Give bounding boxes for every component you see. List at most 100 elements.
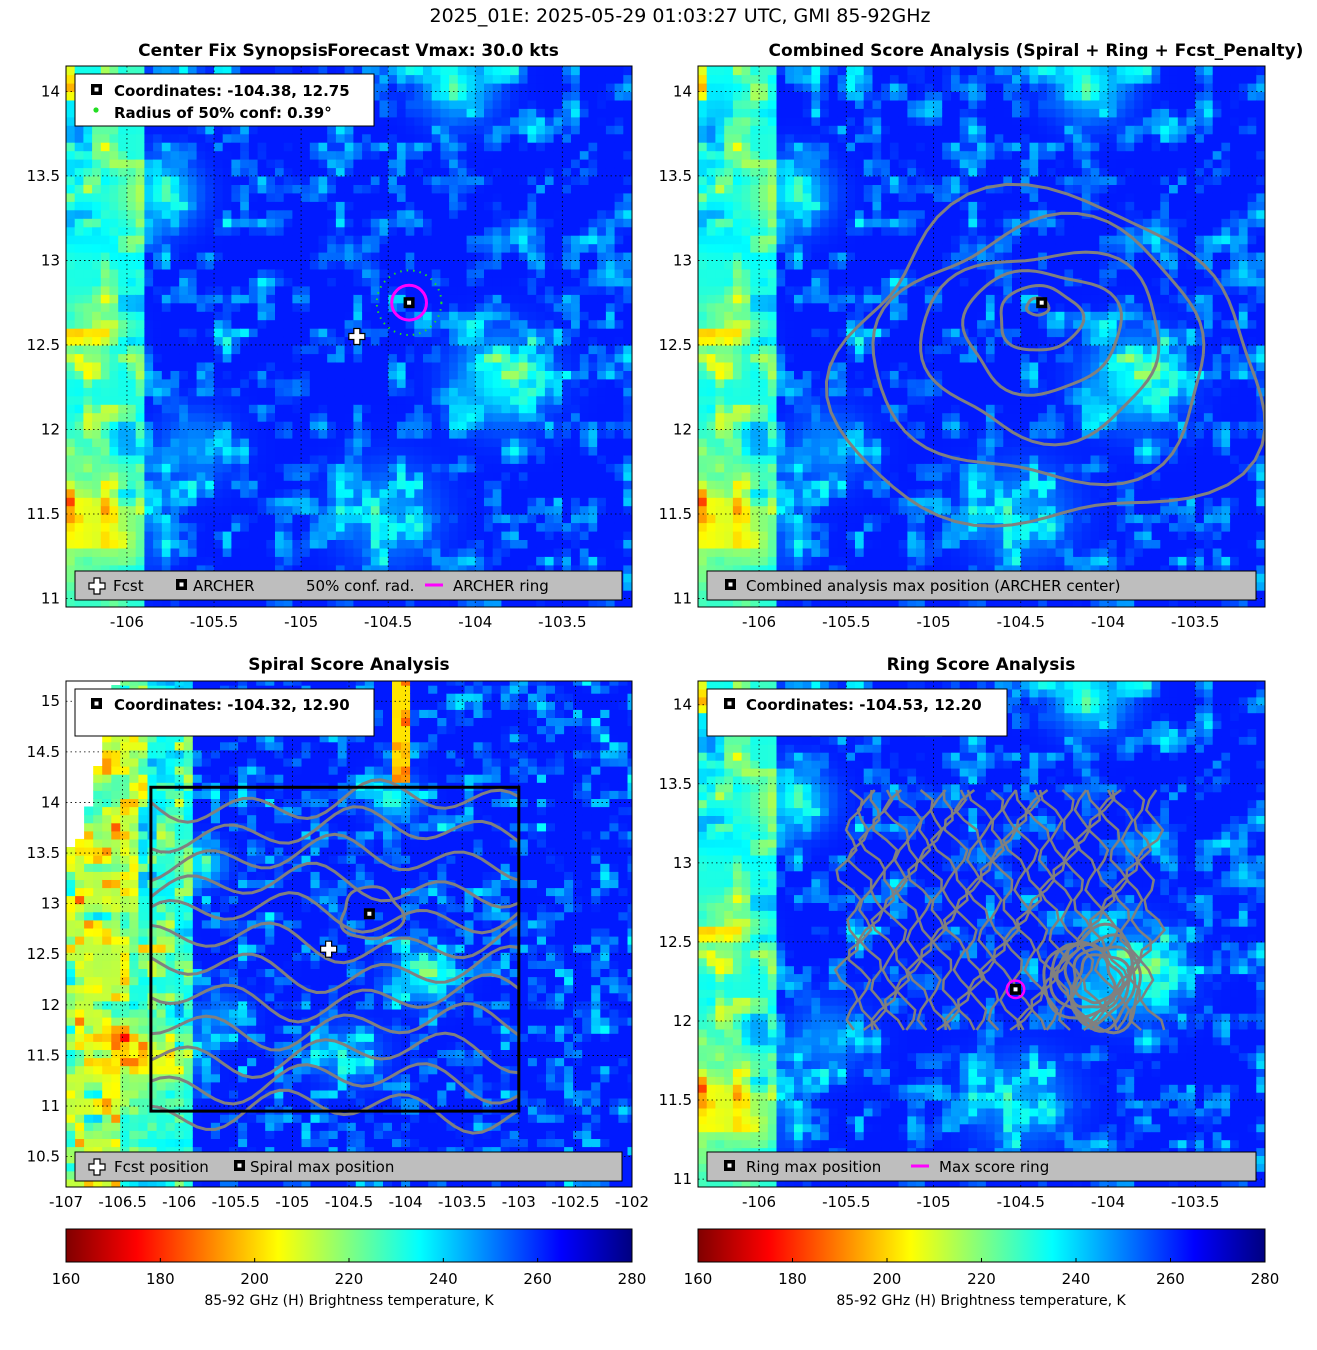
heatmap-cell [484, 353, 494, 363]
heatmap-cell [457, 133, 468, 143]
heatmap-cell [205, 142, 215, 152]
heatmap-cell [431, 539, 441, 549]
heatmap-cell [449, 480, 459, 490]
heatmap-cell [205, 319, 215, 329]
heatmap-cell [492, 556, 502, 566]
heatmap-cell [109, 437, 119, 447]
heatmap-cell [605, 260, 616, 270]
heatmap-cell [231, 437, 241, 447]
heatmap-cell [544, 547, 555, 557]
heatmap-cell [344, 378, 354, 388]
heatmap-cell [706, 378, 716, 388]
heatmap-cell [492, 159, 502, 169]
heatmap-cell [222, 471, 232, 481]
heatmap-cell [292, 497, 302, 507]
heatmap-cell [741, 192, 751, 202]
heatmap-cell [135, 243, 145, 253]
heatmap-cell [527, 167, 537, 177]
heatmap-cell [309, 277, 320, 287]
heatmap-cell [344, 598, 354, 607]
heatmap-cell [449, 99, 459, 109]
heatmap-cell [706, 167, 716, 177]
heatmap-cell [605, 547, 616, 557]
heatmap-cell [179, 361, 189, 371]
heatmap-cell [240, 598, 250, 607]
heatmap-cell [83, 598, 93, 607]
heatmap-cell [423, 421, 433, 431]
heatmap-cell [144, 361, 154, 371]
heatmap-cell [614, 505, 624, 515]
heatmap-cell [248, 404, 259, 414]
heatmap-cell [466, 201, 476, 211]
heatmap-cell [344, 361, 354, 371]
heatmap-cell [405, 530, 415, 540]
heatmap-cell [750, 74, 760, 84]
heatmap-cell [527, 471, 537, 481]
heatmap-cell [292, 530, 302, 540]
heatmap-cell [632, 277, 641, 286]
heatmap-cell [536, 395, 546, 405]
heatmap-cell [83, 302, 93, 312]
heatmap-cell [379, 82, 389, 92]
heatmap-cell [222, 66, 232, 76]
heatmap-cell [292, 437, 302, 447]
heatmap-cell [196, 353, 206, 363]
heatmap-cell [327, 66, 337, 76]
heatmap-cell [292, 243, 302, 253]
heatmap-cell [257, 488, 267, 498]
heatmap-cell [240, 497, 250, 507]
heatmap-cell [484, 564, 494, 574]
heatmap-cell [144, 598, 154, 607]
heatmap-cell [579, 437, 590, 447]
heatmap-cell [605, 328, 616, 338]
heatmap-cell [449, 514, 459, 524]
heatmap-cell [706, 66, 716, 76]
heatmap-cell [776, 404, 786, 414]
heatmap-cell [623, 116, 632, 126]
heatmap-cell [732, 108, 743, 118]
heatmap-cell [335, 175, 346, 185]
heatmap-cell [318, 252, 328, 262]
heatmap-cell [335, 268, 346, 278]
heatmap-cell [715, 260, 725, 270]
heatmap-cell [335, 277, 346, 287]
heatmap-cell [135, 361, 145, 371]
heatmap-cell [588, 463, 598, 473]
heatmap-cell [767, 547, 778, 557]
heatmap-cell [553, 598, 563, 607]
heatmap-cell [475, 159, 485, 169]
heatmap-cell [327, 226, 337, 236]
heatmap-cell [466, 556, 476, 566]
heatmap-cell [501, 497, 511, 507]
heatmap-cell [724, 446, 734, 456]
heatmap-cell [579, 328, 590, 338]
heatmap-cell [750, 328, 760, 338]
heatmap-cell [544, 421, 555, 431]
heatmap-cell [518, 336, 529, 346]
heatmap-cell [266, 378, 276, 388]
heatmap-cell [240, 133, 250, 143]
heatmap-cell [623, 218, 632, 228]
heatmap-cell [109, 488, 119, 498]
heatmap-cell [135, 471, 145, 481]
heatmap-cell [785, 66, 795, 76]
heatmap-cell [127, 361, 137, 371]
heatmap-cell [715, 243, 725, 253]
heatmap-cell [776, 268, 786, 278]
heatmap-cell [196, 370, 206, 380]
heatmap-cell [396, 404, 407, 414]
heatmap-cell [275, 218, 285, 228]
heatmap-cell [597, 471, 607, 481]
y-tick-label: 13 [41, 251, 60, 269]
heatmap-cell [605, 302, 616, 312]
heatmap-cell [257, 370, 267, 380]
heatmap-cell [449, 361, 459, 371]
heatmap-cell [275, 175, 285, 185]
heatmap-cell [257, 387, 267, 397]
heatmap-cell [205, 353, 215, 363]
heatmap-cell [715, 91, 725, 101]
heatmap-cell [440, 167, 450, 177]
heatmap-cell [161, 226, 172, 236]
heatmap-cell [362, 226, 372, 236]
heatmap-cell [388, 82, 398, 92]
